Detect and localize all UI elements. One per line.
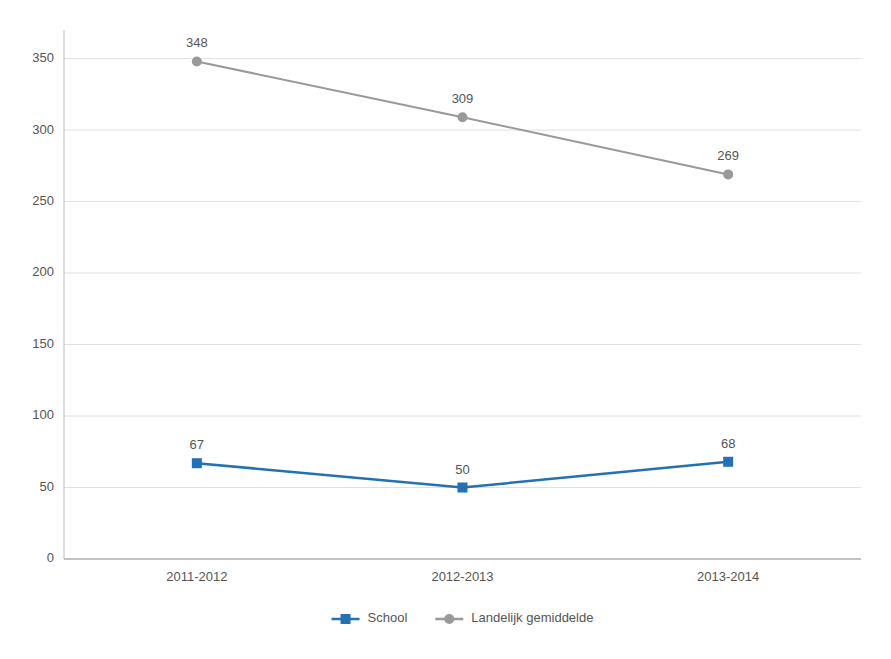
legend-item: Landelijk gemiddelde (435, 610, 593, 625)
x-tick-label: 2011-2012 (166, 569, 227, 584)
grid-line (64, 559, 861, 560)
series-marker (458, 112, 468, 122)
series-marker (192, 56, 202, 66)
data-label: 269 (717, 148, 739, 163)
grid-line (64, 416, 861, 417)
grid-line (64, 344, 861, 345)
y-tick-label: 0 (47, 550, 54, 565)
y-axis-line (64, 30, 65, 559)
data-labels: 67 50 68 348 309 269 (186, 35, 739, 476)
y-tick-label: 300 (32, 122, 54, 137)
data-label: 68 (721, 436, 735, 451)
x-tick-label: 2013-2014 (697, 569, 759, 584)
legend: School Landelijk gemiddelde (332, 610, 594, 625)
y-tick-label: 350 (32, 50, 54, 65)
series-marker (458, 483, 468, 493)
y-tick-label: 100 (32, 407, 54, 422)
series-marker (723, 457, 733, 467)
legend-swatch-marker (444, 614, 454, 624)
data-label: 67 (190, 437, 204, 452)
grid-line (64, 273, 861, 274)
y-tick-label: 150 (32, 336, 54, 351)
y-tick-label: 50 (40, 479, 54, 494)
legend-label: School (368, 610, 408, 625)
y-tick-label: 200 (32, 264, 54, 279)
y-tick-label: 250 (32, 193, 54, 208)
grid-line (64, 201, 861, 202)
chart-svg: 0 50 100 150 200 250 300 350 2011-2012 2012-2013 2… (0, 0, 891, 659)
grid-line (64, 58, 861, 59)
y-grid (64, 59, 861, 559)
grid-line (64, 130, 861, 131)
data-label: 309 (452, 91, 474, 106)
x-tick-label: 2012-2013 (431, 569, 493, 584)
data-label: 348 (186, 35, 208, 50)
x-axis-line (64, 559, 861, 560)
series-marker (192, 458, 202, 468)
legend-swatch-marker (341, 614, 351, 624)
series-marker (723, 169, 733, 179)
data-label: 50 (455, 462, 469, 477)
legend-item: School (332, 610, 408, 625)
series-marks (192, 56, 733, 492)
chart-container: 0 50 100 150 200 250 300 350 2011-2012 2012-2013 2… (0, 0, 891, 659)
series-line (197, 61, 728, 174)
legend-label: Landelijk gemiddelde (471, 610, 593, 625)
